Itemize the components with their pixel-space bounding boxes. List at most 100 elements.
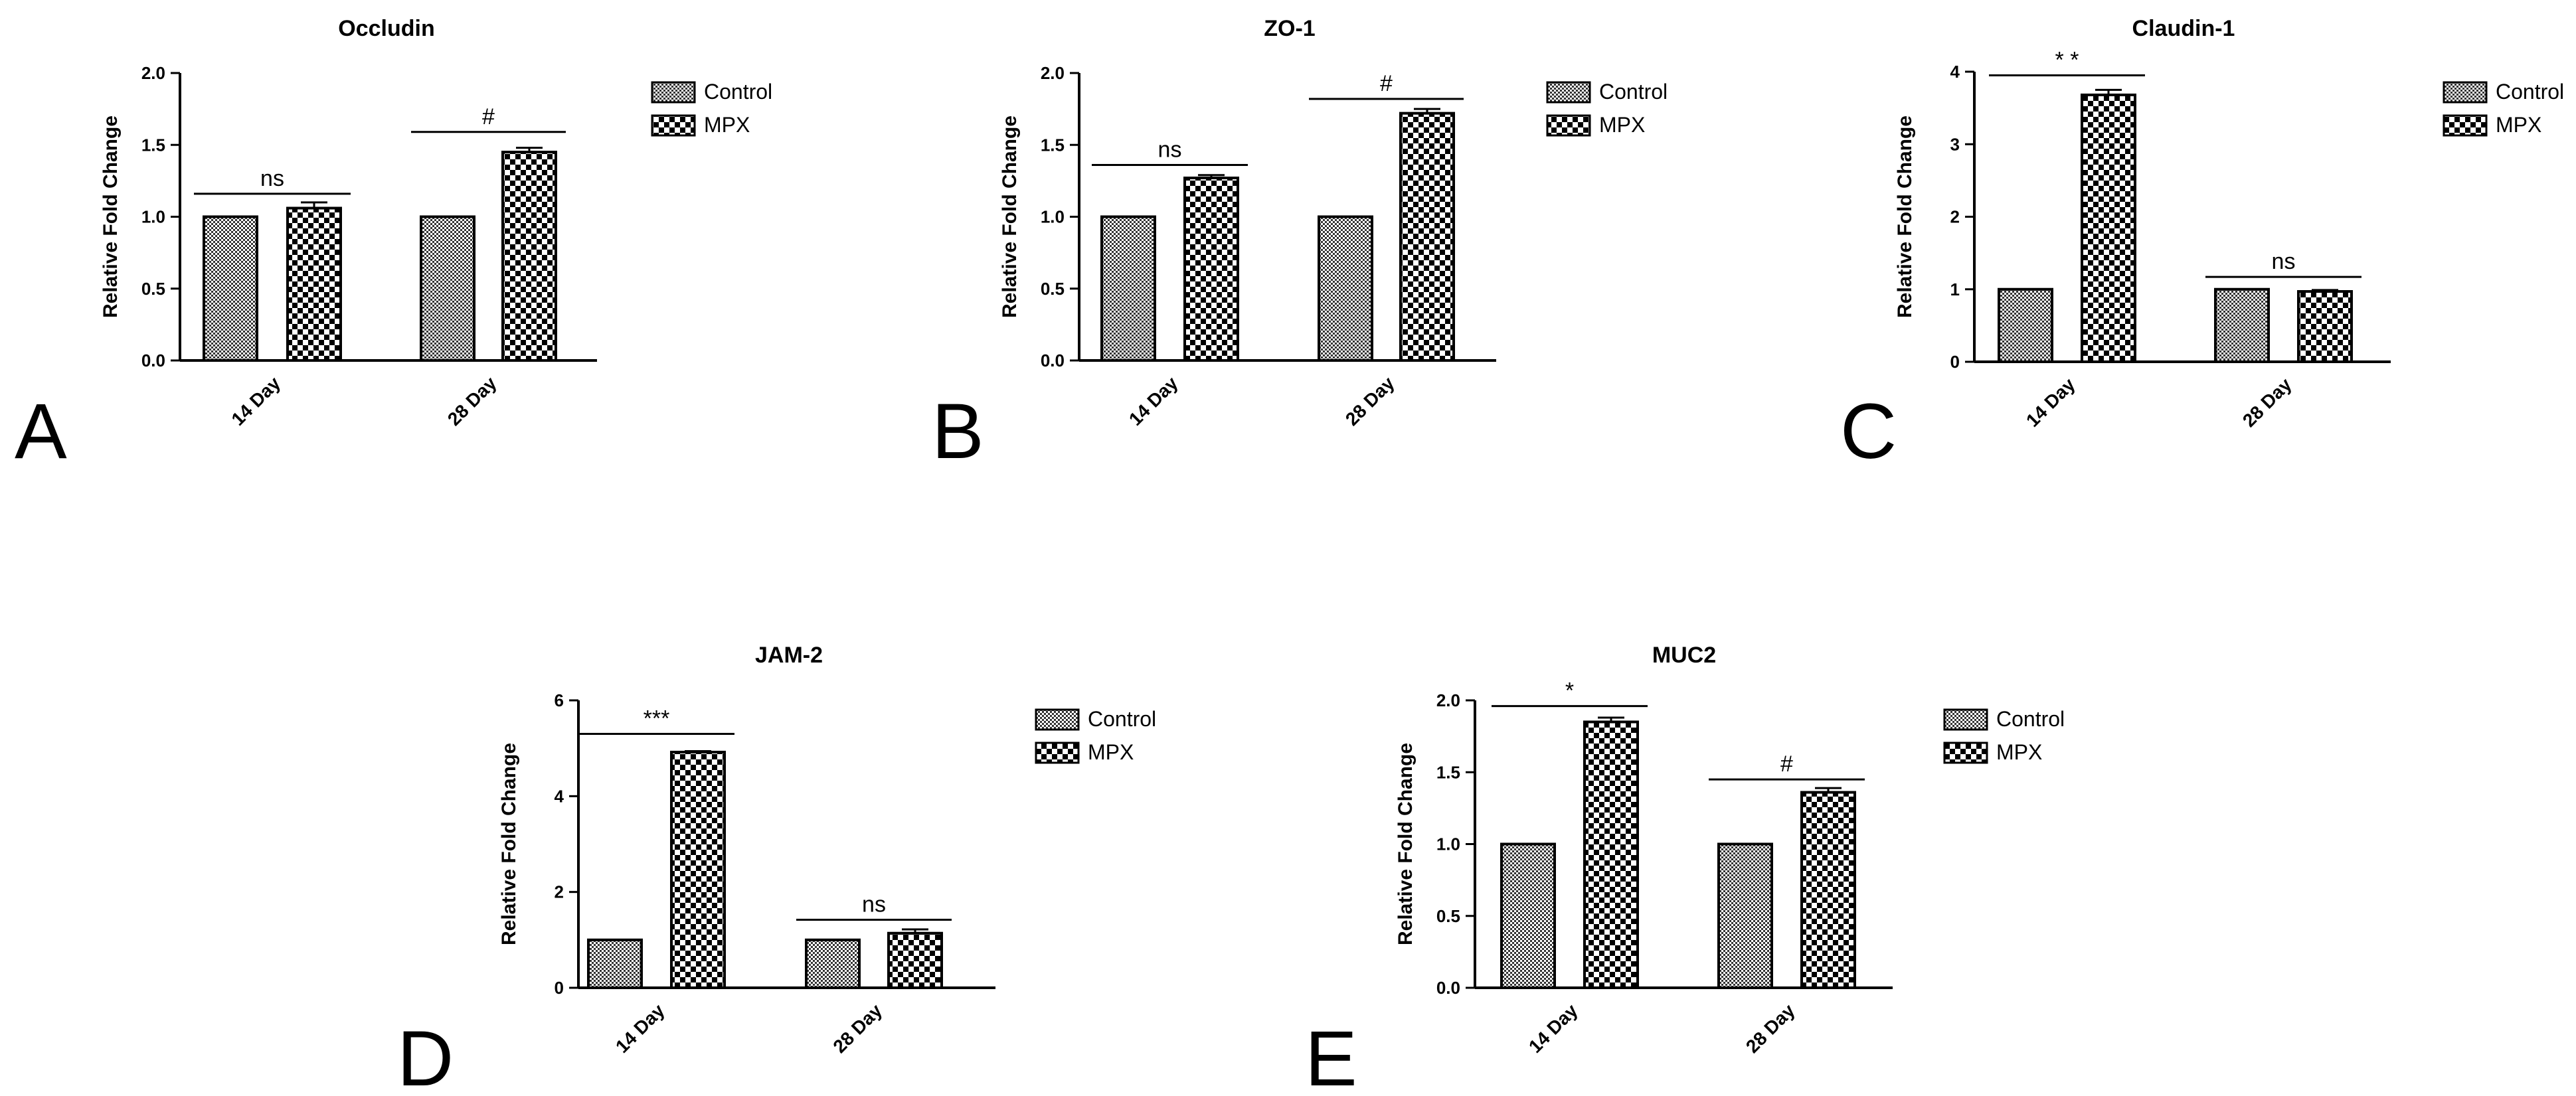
significance-label: *** — [644, 706, 670, 732]
x-tick-label: 14 Day — [227, 372, 284, 430]
bar-mpx-14-day — [670, 750, 726, 989]
y-tick-label: 1 — [1950, 279, 1960, 299]
significance-label: * * — [2055, 47, 2079, 72]
bar-control-28-day — [805, 938, 861, 990]
significance-label: ns — [2272, 249, 2296, 274]
legend-label: MPX — [704, 113, 750, 137]
y-tick-label: 2.0 — [1041, 63, 1065, 83]
chart-panel-b: ZO-1 B 0.0 0.5 1.0 1.5 2.0 Relative Fold Change… — [932, 16, 1668, 475]
legend-label: MPX — [1599, 113, 1645, 137]
bar-mpx-14-day — [1583, 720, 1639, 989]
x-tick-label: 28 Day — [2239, 374, 2296, 431]
x-tick-label: 28 Day — [1742, 1000, 1799, 1057]
panel-letter: A — [15, 388, 67, 475]
legend-swatch-mpx — [2443, 114, 2488, 137]
y-tick-label: 3 — [1950, 134, 1960, 154]
x-tick-label: 14 Day — [2022, 374, 2079, 431]
y-tick-label: 1.0 — [1436, 834, 1460, 854]
y-axis-label: Relative Fold Change — [1395, 743, 1417, 945]
y-tick-label: 0 — [1950, 352, 1960, 372]
legend-label: Control — [1088, 707, 1156, 731]
x-tick-label: 14 Day — [1125, 372, 1182, 430]
y-tick-label: 2.0 — [1436, 690, 1460, 710]
y-tick-label: 1.5 — [1041, 135, 1065, 155]
bar-control-14-day — [1998, 287, 2053, 363]
y-tick-label: 0.0 — [141, 351, 165, 370]
bar-control-28-day — [1717, 842, 1773, 989]
y-tick-label: 2 — [555, 882, 564, 902]
y-tick-label: 0.0 — [1041, 351, 1065, 370]
x-tick-label: 14 Day — [612, 1000, 669, 1057]
y-tick-label: 1.0 — [141, 207, 165, 227]
bar-control-14-day — [203, 215, 258, 362]
legend-label: MPX — [2496, 113, 2541, 137]
significance-label: ns — [260, 166, 284, 191]
legend-swatch-control — [1943, 708, 1988, 731]
legend-swatch-control — [2443, 81, 2488, 104]
y-tick-label: 0.5 — [1436, 906, 1460, 926]
y-tick-label: 0.5 — [1041, 279, 1065, 299]
legend-label: Control — [1599, 80, 1668, 104]
bar-mpx-28-day — [501, 151, 557, 362]
chart-title: Claudin-1 — [2132, 16, 2235, 41]
bar-control-28-day — [1318, 215, 1373, 362]
y-tick-label: 6 — [555, 690, 564, 710]
legend-swatch-mpx — [1943, 742, 1988, 764]
y-tick-label: 2.0 — [141, 63, 165, 83]
charts-root: Occludin A 0.0 0.5 1.0 1.5 2.0 Relative Fold Ch… — [15, 16, 2564, 1096]
significance-label: * — [1565, 678, 1574, 704]
x-tick-label: 14 Day — [1525, 1000, 1582, 1057]
x-tick-label: 28 Day — [1341, 372, 1399, 430]
y-tick-label: 1.0 — [1041, 207, 1065, 227]
y-tick-label: 1.5 — [1436, 762, 1460, 782]
significance-label: # — [482, 104, 495, 129]
y-tick-label: 0.5 — [141, 279, 165, 299]
bar-mpx-28-day — [1399, 112, 1455, 362]
bar-control-14-day — [1500, 842, 1556, 989]
chart-title: Occludin — [338, 16, 434, 41]
legend-label: Control — [1996, 707, 2065, 731]
chart-panel-c: Claudin-1 C 0 1 2 3 4 Relative Fold Change 14 Da… — [1840, 16, 2564, 475]
legend-swatch-control — [651, 81, 696, 104]
bar-mpx-14-day — [1183, 177, 1239, 362]
legend-label: MPX — [1996, 740, 2042, 764]
panel-letter: D — [397, 1015, 454, 1096]
bar-mpx-28-day — [1800, 791, 1856, 990]
significance-label: # — [1780, 751, 1793, 777]
y-tick-label: 0.0 — [1436, 978, 1460, 998]
legend-swatch-control — [1035, 708, 1080, 731]
x-tick-label: 28 Day — [829, 1000, 886, 1057]
bar-control-28-day — [2214, 287, 2270, 363]
legend-label: MPX — [1088, 740, 1134, 764]
x-tick-label: 28 Day — [444, 372, 501, 430]
bar-control-14-day — [1100, 215, 1156, 362]
bar-mpx-28-day — [2297, 290, 2353, 363]
significance-label: # — [1380, 71, 1393, 96]
significance-label: ns — [1158, 137, 1182, 163]
legend-swatch-mpx — [1035, 742, 1080, 764]
panel-letter: E — [1305, 1015, 1357, 1096]
chart-panel-a: Occludin A 0.0 0.5 1.0 1.5 2.0 Relative Fold Ch… — [15, 16, 772, 475]
y-axis-label: Relative Fold Change — [100, 116, 122, 318]
y-tick-label: 0 — [555, 978, 564, 998]
bar-control-28-day — [420, 215, 475, 362]
legend-swatch-mpx — [1546, 114, 1591, 137]
chart-title: JAM-2 — [755, 643, 823, 668]
y-axis-label: Relative Fold Change — [999, 116, 1021, 318]
chart-panel-d: JAM-2 D 0 2 4 6 Relative Fold Change 14 Day 28 D… — [397, 643, 1156, 1096]
bar-mpx-14-day — [286, 206, 342, 362]
legend-swatch-mpx — [651, 114, 696, 137]
chart-title: MUC2 — [1652, 643, 1716, 668]
y-tick-label: 1.5 — [141, 135, 165, 155]
legend-swatch-control — [1546, 81, 1591, 104]
bar-mpx-14-day — [2081, 93, 2136, 364]
legend-label: Control — [704, 80, 772, 104]
y-tick-label: 4 — [1950, 62, 1960, 82]
bar-control-14-day — [587, 938, 643, 990]
y-tick-label: 4 — [555, 786, 564, 806]
significance-label: ns — [862, 892, 886, 917]
y-tick-label: 2 — [1950, 207, 1960, 227]
y-axis-label: Relative Fold Change — [498, 743, 520, 945]
legend-label: Control — [2496, 80, 2564, 104]
